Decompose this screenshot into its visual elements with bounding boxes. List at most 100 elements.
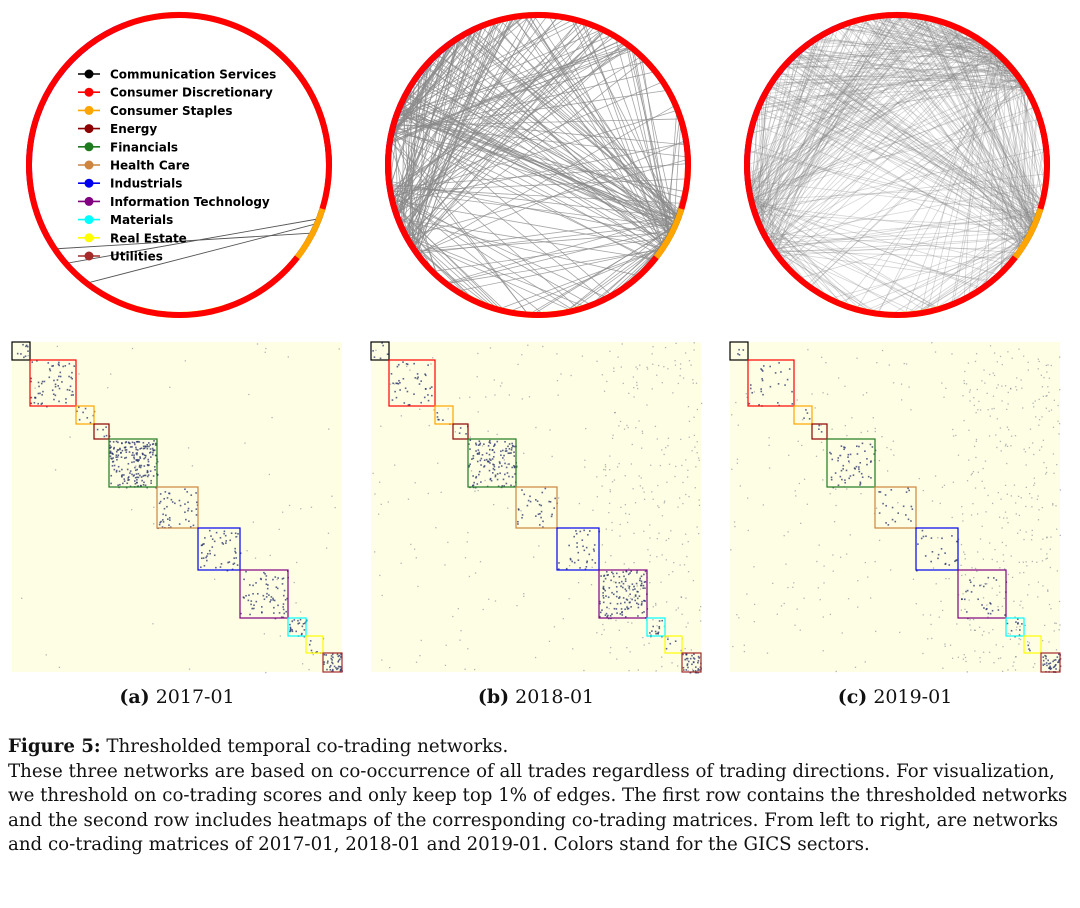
heatmap-cell	[279, 635, 281, 637]
heatmap-cell	[252, 607, 255, 610]
heatmap-cell	[195, 492, 197, 494]
heatmap-cell	[396, 365, 399, 368]
heatmap-cell	[609, 489, 611, 491]
heatmap-cell	[785, 563, 787, 565]
heatmap-cell	[691, 654, 693, 657]
heatmap-cell	[418, 383, 421, 385]
heatmap-cell	[881, 349, 884, 352]
heatmap-cell	[329, 668, 332, 671]
network-edge	[1019, 78, 1034, 229]
heatmap-cell	[447, 408, 449, 410]
heatmap-cell	[599, 602, 601, 605]
heatmap-cell	[1019, 572, 1021, 574]
heatmap-cell	[866, 463, 868, 466]
heatmap-cell	[844, 481, 846, 484]
heatmap-cell	[116, 449, 119, 451]
heatmap-block-real-estate	[1023, 635, 1042, 654]
network-edge	[748, 21, 853, 192]
network-edge	[571, 18, 666, 246]
heatmap-cell	[619, 602, 622, 605]
network-edge	[803, 47, 1019, 78]
heatmap-cell	[1029, 428, 1032, 430]
heatmap-cell	[686, 555, 688, 558]
heatmap-cell	[550, 515, 553, 518]
heatmap-cell	[413, 548, 416, 550]
heatmap-cell	[1001, 670, 1004, 672]
network-edge	[749, 15, 912, 196]
heatmap-cell	[871, 446, 874, 448]
heatmap-cell	[68, 375, 70, 378]
heatmap-cell	[601, 544, 604, 546]
heatmap-cell	[1046, 664, 1048, 667]
heatmap-cell	[475, 442, 477, 445]
heatmap-cell	[142, 475, 145, 477]
heatmap-cell	[637, 615, 639, 617]
heatmap-cell	[968, 599, 970, 601]
heatmap-cell	[680, 596, 683, 599]
heatmap-cell	[629, 597, 632, 600]
heatmap-cell	[988, 651, 991, 653]
heatmap-cell	[395, 396, 398, 399]
heatmap-cell	[514, 473, 516, 475]
heatmap-cell	[1031, 560, 1034, 563]
network-edge	[767, 61, 1006, 91]
network-edge	[763, 232, 1019, 254]
network-edge	[922, 17, 1034, 228]
heatmap-cell	[569, 558, 572, 561]
network-edge	[774, 251, 993, 282]
heatmap-cell	[969, 389, 971, 391]
heatmap-cell	[1048, 391, 1050, 394]
heatmap-cell	[686, 476, 689, 478]
heatmap-cell	[651, 353, 653, 355]
network-edge	[756, 20, 857, 219]
heatmap-cell	[413, 362, 415, 365]
heatmap-cell	[1052, 666, 1055, 669]
heatmap-cell	[675, 609, 677, 611]
heatmap-cell	[575, 532, 578, 535]
heatmap-cell	[685, 669, 688, 671]
heatmap-cell	[66, 388, 69, 391]
heatmap-cell	[822, 392, 824, 394]
heatmap-cell	[998, 516, 1001, 518]
heatmap-cell	[1054, 622, 1056, 624]
heatmap-cell	[1006, 619, 1008, 622]
heatmap-cell	[47, 362, 50, 364]
heatmap-cell	[261, 606, 263, 608]
heatmap-cell	[132, 475, 135, 477]
heatmap-cell	[59, 371, 62, 374]
network-edge	[412, 30, 605, 248]
heatmap-cell	[652, 498, 654, 500]
heatmap-cell	[492, 455, 495, 458]
network-edge	[776, 75, 1037, 221]
heatmap-cell	[745, 392, 747, 395]
heatmap-cell	[619, 523, 621, 526]
heatmap-cell	[1041, 560, 1044, 562]
heatmap-cell	[185, 518, 187, 521]
network-edge	[793, 55, 1022, 83]
heatmap-cell	[135, 459, 138, 462]
heatmap-cell	[121, 468, 123, 471]
heatmap-cell	[135, 465, 137, 467]
heatmap-cell	[158, 523, 161, 526]
heatmap-cell	[604, 466, 607, 468]
heatmap-cell	[611, 521, 613, 524]
network-edge	[904, 14, 1044, 200]
heatmap-cell	[685, 657, 688, 660]
heatmap-cell	[838, 484, 840, 486]
network-edge	[781, 49, 993, 70]
heatmap-cell	[949, 644, 952, 646]
network-edge	[928, 18, 1024, 247]
heatmap-cell	[974, 650, 976, 652]
heatmap-cell	[652, 619, 654, 621]
heatmap-cell	[963, 551, 965, 553]
heatmap-cell	[262, 594, 265, 597]
heatmap-cell	[374, 493, 376, 495]
network-edge	[946, 23, 1034, 228]
heatmap-cell	[139, 448, 141, 450]
network-edge	[751, 21, 853, 205]
heatmap-cell	[652, 346, 654, 348]
heatmap-cell	[510, 452, 512, 454]
network-edge	[895, 14, 1035, 226]
heatmap-cell	[513, 466, 516, 469]
heatmap-cell	[969, 400, 971, 402]
